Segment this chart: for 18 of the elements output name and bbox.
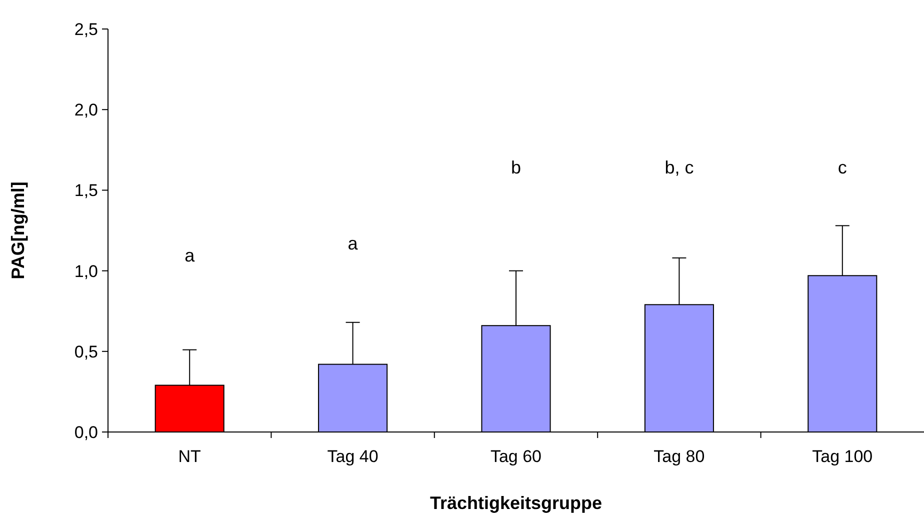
annotation: b, c — [664, 157, 694, 178]
x-axis-title: Trächtigkeitsgruppe — [430, 493, 602, 513]
y-axis-title: PAG[ng/ml] — [8, 182, 28, 280]
annotation: a — [348, 233, 359, 254]
annotation: a — [184, 245, 196, 266]
y-tick-label: 1,5 — [74, 181, 98, 200]
x-tick-label: Tag 60 — [490, 447, 542, 466]
x-tick-label: NT — [178, 447, 201, 466]
y-tick-label: 1,0 — [74, 262, 98, 281]
y-tick-label: 0,5 — [74, 342, 98, 362]
annotation: c — [838, 157, 847, 178]
y-tick-label: 0,0 — [74, 422, 98, 442]
y-tick-label: 2,5 — [74, 20, 98, 39]
x-tick-label: Tag 40 — [327, 447, 378, 466]
x-tick-label: Tag 100 — [812, 447, 873, 466]
x-tick-label: Tag 80 — [654, 447, 705, 466]
y-tick-label: 2,0 — [74, 100, 98, 120]
annotation: b — [510, 157, 522, 178]
